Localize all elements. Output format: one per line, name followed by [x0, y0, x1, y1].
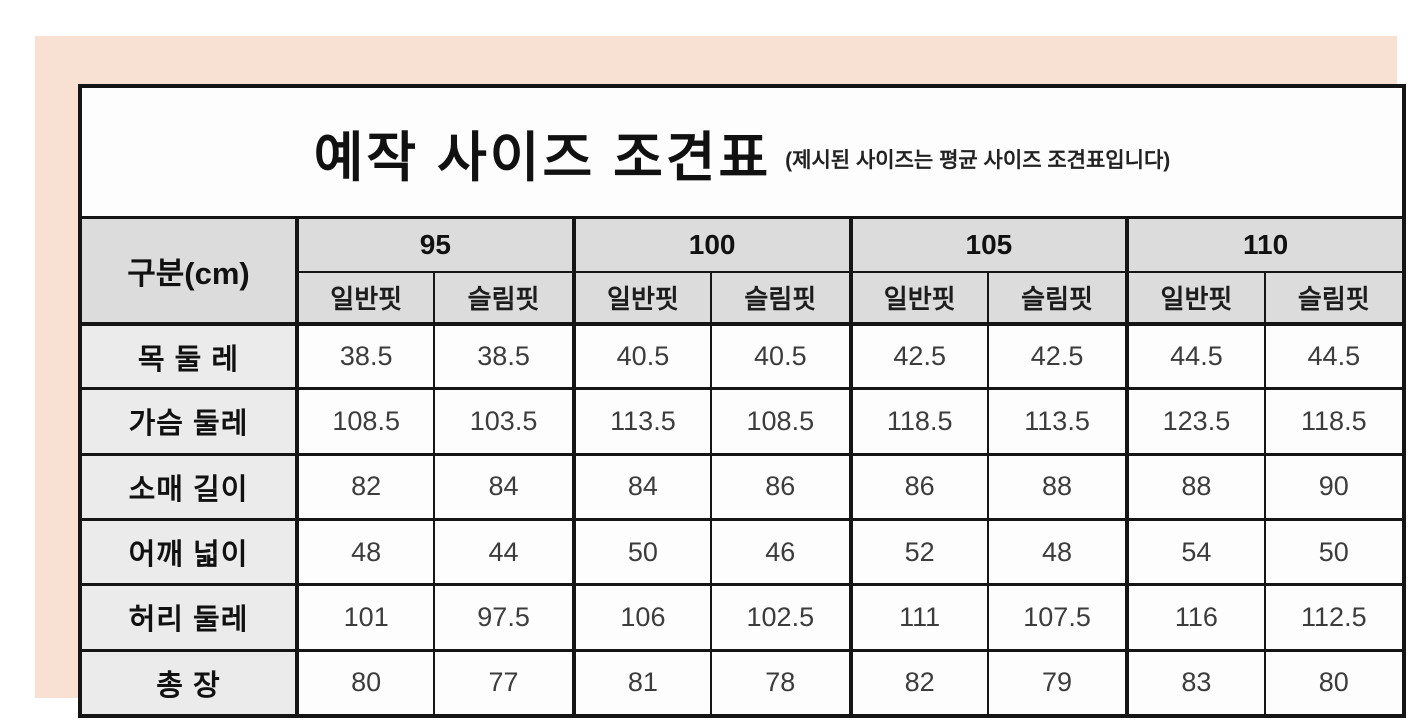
size-header-105: 105	[848, 219, 1126, 271]
fit-header-100-regular: 일반핏	[571, 271, 711, 322]
cell-waist-100-slim: 102.5	[710, 583, 849, 649]
cell-length-105-regular: 82	[848, 648, 987, 714]
cell-neck-105-regular: 42.5	[848, 322, 987, 388]
page-subtitle: (제시된 사이즈는 평균 사이즈 조견표입니다)	[785, 149, 1171, 172]
table-mat: 예작 사이즈 조견표 (제시된 사이즈는 평균 사이즈 조견표입니다) 구분(c…	[35, 36, 1406, 718]
cell-waist-95-regular: 101	[295, 583, 434, 649]
fit-header-100-slim: 슬림핏	[710, 271, 849, 322]
cell-shoulder-95-slim: 44	[433, 518, 572, 584]
cell-neck-110-slim: 44.5	[1263, 322, 1402, 388]
row-label-waist: 허리 둘레	[82, 583, 295, 649]
fit-header-110-slim: 슬림핏	[1263, 271, 1402, 322]
cell-chest-110-regular: 123.5	[1125, 387, 1264, 453]
cell-sleeve-110-slim: 90	[1263, 452, 1402, 518]
page-title: 예작 사이즈 조견표	[313, 127, 772, 188]
row-label-sleeve: 소매 길이	[82, 452, 295, 518]
cell-chest-105-regular: 118.5	[848, 387, 987, 453]
row-label-neck: 목 둘 레	[82, 322, 295, 388]
fit-header-95-regular: 일반핏	[295, 271, 434, 322]
fit-header-105-slim: 슬림핏	[986, 271, 1126, 322]
size-header-95: 95	[295, 219, 572, 271]
cell-waist-100-regular: 106	[571, 583, 711, 649]
cell-chest-105-slim: 113.5	[986, 387, 1126, 453]
cell-neck-100-regular: 40.5	[571, 322, 711, 388]
cell-length-95-slim: 77	[433, 648, 572, 714]
title-band: 예작 사이즈 조견표 (제시된 사이즈는 평균 사이즈 조견표입니다)	[82, 88, 1402, 219]
row-label-shoulder: 어깨 넓이	[82, 518, 295, 584]
size-header-100: 100	[571, 219, 849, 271]
cell-sleeve-110-regular: 88	[1125, 452, 1264, 518]
cell-waist-110-slim: 112.5	[1263, 583, 1402, 649]
cell-length-105-slim: 79	[986, 648, 1126, 714]
row-label-total-length: 총 장	[82, 648, 295, 714]
cell-shoulder-100-regular: 50	[571, 518, 711, 584]
cell-chest-95-regular: 108.5	[295, 387, 434, 453]
cell-chest-100-slim: 108.5	[710, 387, 849, 453]
cell-waist-105-slim: 107.5	[986, 583, 1126, 649]
size-chart-grid: 구분(cm) 95 100 105 110 일반핏 슬림핏 일반핏 슬림핏 일반…	[82, 219, 1402, 714]
corner-header-label: 구분(cm)	[127, 256, 250, 291]
cell-sleeve-100-slim: 86	[710, 452, 849, 518]
cell-neck-105-slim: 42.5	[986, 322, 1126, 388]
cell-shoulder-105-slim: 48	[986, 518, 1126, 584]
cell-sleeve-100-regular: 84	[571, 452, 711, 518]
size-chart-table: 예작 사이즈 조견표 (제시된 사이즈는 평균 사이즈 조견표입니다) 구분(c…	[78, 84, 1406, 718]
cell-shoulder-105-regular: 52	[848, 518, 987, 584]
cell-length-100-regular: 81	[571, 648, 711, 714]
cell-sleeve-105-regular: 86	[848, 452, 987, 518]
cell-neck-110-regular: 44.5	[1125, 322, 1264, 388]
cell-neck-100-slim: 40.5	[710, 322, 849, 388]
cell-shoulder-110-slim: 50	[1263, 518, 1402, 584]
cell-chest-95-slim: 103.5	[433, 387, 572, 453]
cell-chest-110-slim: 118.5	[1263, 387, 1402, 453]
cell-shoulder-95-regular: 48	[295, 518, 434, 584]
fit-header-95-slim: 슬림핏	[433, 271, 572, 322]
fit-header-105-regular: 일반핏	[848, 271, 987, 322]
cell-neck-95-slim: 38.5	[433, 322, 572, 388]
cell-neck-95-regular: 38.5	[295, 322, 434, 388]
cell-waist-105-regular: 111	[848, 583, 987, 649]
cell-shoulder-100-slim: 46	[710, 518, 849, 584]
size-header-110: 110	[1125, 219, 1402, 271]
corner-header-cell: 구분(cm)	[82, 219, 295, 322]
cell-sleeve-105-slim: 88	[986, 452, 1126, 518]
cell-waist-110-regular: 116	[1125, 583, 1264, 649]
row-label-chest: 가슴 둘레	[82, 387, 295, 453]
cell-length-110-slim: 80	[1263, 648, 1402, 714]
fit-header-110-regular: 일반핏	[1125, 271, 1264, 322]
cell-sleeve-95-slim: 84	[433, 452, 572, 518]
cell-length-100-slim: 78	[710, 648, 849, 714]
cell-length-95-regular: 80	[295, 648, 434, 714]
cell-chest-100-regular: 113.5	[571, 387, 711, 453]
cell-length-110-regular: 83	[1125, 648, 1264, 714]
cell-waist-95-slim: 97.5	[433, 583, 572, 649]
cell-shoulder-110-regular: 54	[1125, 518, 1264, 584]
cell-sleeve-95-regular: 82	[295, 452, 434, 518]
